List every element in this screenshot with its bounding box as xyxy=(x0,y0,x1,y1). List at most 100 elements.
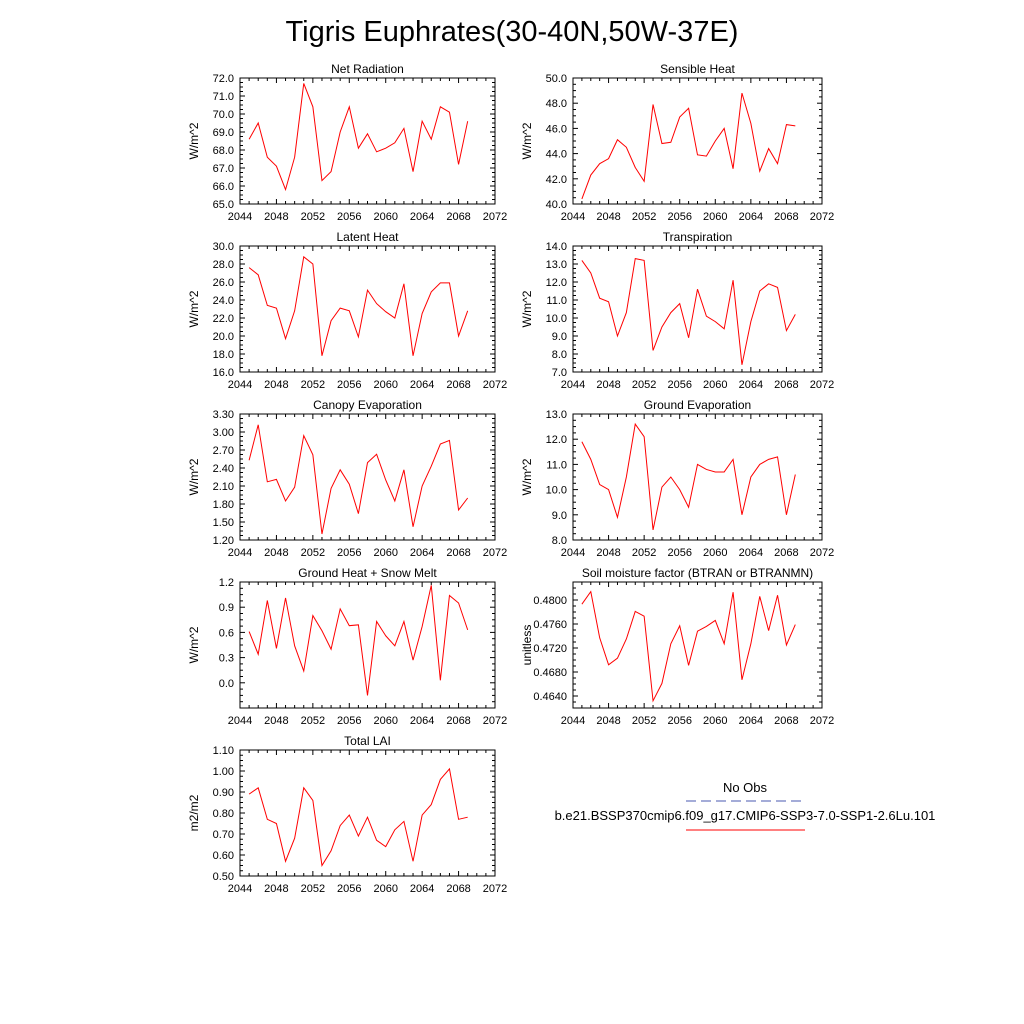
chart-panel: Net Radiation W/m^2 2044 2048 2052 2056 2060 20… xyxy=(187,62,507,223)
x-tick-label: 2068 xyxy=(774,715,798,727)
panel-title: Net Radiation xyxy=(331,62,404,76)
x-tick-label: 2056 xyxy=(667,547,691,559)
y-axis-label: unitless xyxy=(520,625,534,666)
y-tick-label: 65.0 xyxy=(213,199,234,211)
x-tick-label: 2072 xyxy=(483,547,507,559)
x-tick-label: 2068 xyxy=(446,379,470,391)
series-line xyxy=(248,585,469,696)
y-tick-label: 8.0 xyxy=(552,349,567,361)
x-tick-label: 2056 xyxy=(337,379,361,391)
x-tick-label: 2056 xyxy=(337,883,361,895)
y-tick-label: 0.6 xyxy=(219,627,234,639)
y-axis-label: W/m^2 xyxy=(187,290,201,327)
x-tick-label: 2052 xyxy=(632,211,656,223)
y-tick-label: 28.0 xyxy=(213,259,234,271)
panel-title: Total LAI xyxy=(344,734,391,748)
x-tick-label: 2064 xyxy=(739,211,763,223)
chart-panel: Total LAI m2/m2 2044 2048 2052 2056 2060 2064 20… xyxy=(187,734,507,895)
y-axis-label: W/m^2 xyxy=(520,290,534,327)
panels: Net Radiation W/m^2 2044 2048 2052 2056 2060 20… xyxy=(187,62,834,895)
x-tick-label: 2048 xyxy=(264,883,288,895)
x-tick-label: 2072 xyxy=(483,883,507,895)
plot-frame xyxy=(239,413,496,541)
series-line xyxy=(248,83,469,192)
chart-panel: Soil moisture factor (BTRAN or BTRANMN) u… xyxy=(520,566,834,727)
y-tick-label: 11.0 xyxy=(546,459,567,471)
y-tick-label: 50.0 xyxy=(546,73,567,85)
x-tick-label: 2048 xyxy=(596,547,620,559)
y-tick-label: 1.2 xyxy=(219,577,234,589)
x-tick-label: 2064 xyxy=(739,379,763,391)
x-tick-label: 2044 xyxy=(228,715,252,727)
x-tick-label: 2072 xyxy=(810,211,834,223)
x-tick-label: 2056 xyxy=(667,715,691,727)
x-tick-label: 2064 xyxy=(739,547,763,559)
x-tick-label: 2064 xyxy=(739,715,763,727)
series-line xyxy=(581,258,796,365)
y-tick-label: 66.0 xyxy=(213,181,234,193)
x-tick-label: 2048 xyxy=(264,379,288,391)
y-tick-label: 9.0 xyxy=(552,331,567,343)
chart-panel: Sensible Heat W/m^2 2044 2048 2052 2056 2060 20… xyxy=(520,62,834,223)
x-tick-label: 2064 xyxy=(410,379,434,391)
y-tick-label: 12.0 xyxy=(546,434,567,446)
x-tick-label: 2056 xyxy=(337,547,361,559)
y-tick-label: 10.0 xyxy=(546,313,567,325)
y-tick-label: 1.20 xyxy=(213,535,234,547)
x-tick-label: 2068 xyxy=(446,211,470,223)
x-tick-label: 2048 xyxy=(264,547,288,559)
y-tick-label: 0.4800 xyxy=(533,595,567,607)
main-title: Tigris Euphrates(30-40N,50W-37E) xyxy=(286,16,739,48)
x-tick-label: 2068 xyxy=(446,883,470,895)
y-tick-label: 67.0 xyxy=(213,163,234,175)
x-tick-label: 2072 xyxy=(810,715,834,727)
panel-title: Transpiration xyxy=(663,230,733,244)
x-tick-label: 2052 xyxy=(632,547,656,559)
chart-panel: Ground Heat + Snow Melt W/m^2 2044 2048 2052… xyxy=(187,566,507,727)
x-tick-label: 2056 xyxy=(667,379,691,391)
y-tick-label: 14.0 xyxy=(546,241,567,253)
panel-title: Ground Evaporation xyxy=(644,398,751,412)
series-line xyxy=(248,255,469,356)
y-tick-label: 0.70 xyxy=(213,829,234,841)
y-tick-label: 68.0 xyxy=(213,145,234,157)
chart-panel: Latent Heat W/m^2 2044 2048 2052 2056 2060 2064… xyxy=(187,230,507,391)
series-line xyxy=(581,92,796,200)
x-tick-label: 2044 xyxy=(228,211,252,223)
y-tick-label: 42.0 xyxy=(546,174,567,186)
x-tick-label: 2052 xyxy=(301,547,325,559)
x-tick-label: 2056 xyxy=(667,211,691,223)
x-tick-label: 2052 xyxy=(301,379,325,391)
y-tick-label: 69.0 xyxy=(213,127,234,139)
y-tick-label: 16.0 xyxy=(213,367,234,379)
x-tick-label: 2064 xyxy=(410,883,434,895)
x-tick-label: 2060 xyxy=(703,379,727,391)
y-tick-label: 22.0 xyxy=(213,313,234,325)
y-tick-label: 0.80 xyxy=(213,808,234,820)
y-tick-label: 20.0 xyxy=(213,331,234,343)
y-tick-label: 30.0 xyxy=(213,241,234,253)
y-tick-label: 3.00 xyxy=(213,427,234,439)
x-tick-label: 2052 xyxy=(632,379,656,391)
y-tick-label: 9.0 xyxy=(552,510,567,522)
x-tick-label: 2052 xyxy=(301,211,325,223)
plot-frame xyxy=(572,413,823,541)
x-tick-label: 2056 xyxy=(337,715,361,727)
y-tick-label: 2.40 xyxy=(213,463,234,475)
x-tick-label: 2056 xyxy=(337,211,361,223)
x-tick-label: 2044 xyxy=(561,379,585,391)
x-tick-label: 2072 xyxy=(810,379,834,391)
x-tick-label: 2072 xyxy=(483,211,507,223)
y-tick-label: 0.3 xyxy=(219,653,234,665)
x-tick-label: 2060 xyxy=(373,211,397,223)
x-tick-label: 2060 xyxy=(373,547,397,559)
series-line xyxy=(248,767,468,867)
plot-frame xyxy=(239,77,496,205)
panel-title: Ground Heat + Snow Melt xyxy=(298,566,437,580)
x-tick-label: 2048 xyxy=(596,379,620,391)
x-tick-label: 2052 xyxy=(632,715,656,727)
x-tick-label: 2068 xyxy=(774,211,798,223)
y-tick-label: 12.0 xyxy=(546,277,567,289)
y-tick-label: 0.9 xyxy=(219,602,234,614)
